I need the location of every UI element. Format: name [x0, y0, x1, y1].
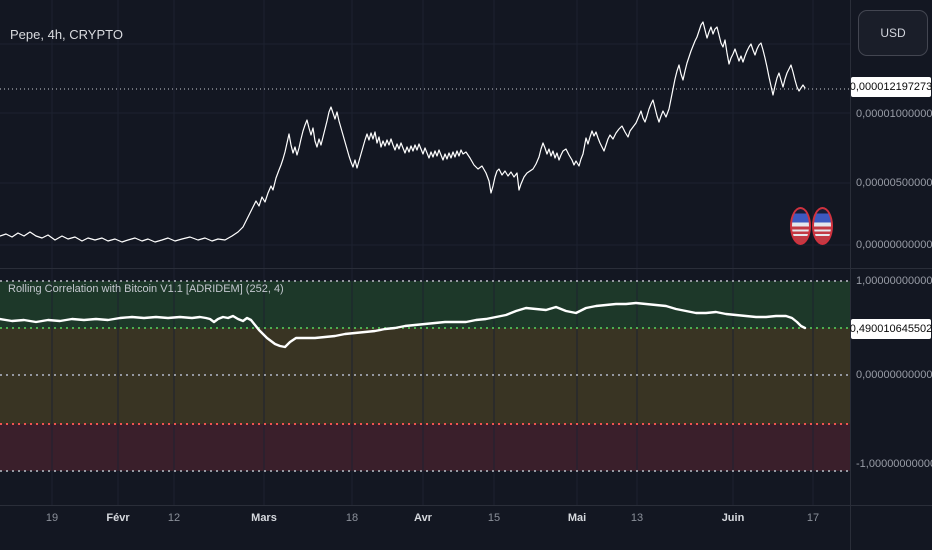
correlation-value-tag: 0,490010645502: [850, 319, 932, 339]
symbol-flag-badge-icon: [812, 207, 833, 245]
symbol-flag-badge-icon: [790, 207, 811, 245]
x-axis-tick: Févr: [106, 512, 130, 524]
currency-toggle-button[interactable]: USD: [858, 10, 928, 56]
y-axis-tick: 0,000000000000: [856, 369, 932, 381]
pane-divider[interactable]: [0, 268, 932, 269]
x-axis-tick: 19: [45, 512, 59, 524]
x-axis-tick: Mai: [567, 512, 587, 524]
x-axis-tick: 13: [630, 512, 644, 524]
x-axis-tick: Juin: [721, 512, 745, 524]
time-axis-divider: [0, 505, 932, 506]
x-axis-tick: 18: [345, 512, 359, 524]
price-scale-separator: [850, 0, 851, 550]
last-price-tag: 0,000012197273: [850, 77, 932, 97]
x-axis-tick: Mars: [251, 512, 277, 524]
price-series-line[interactable]: [0, 21, 806, 243]
y-axis-tick: 0,000010000000: [856, 108, 932, 120]
y-axis-tick: -1,000000000000: [856, 458, 932, 470]
y-axis-tick: 1,000000000000: [856, 275, 932, 287]
correlation-series-line[interactable]: [0, 301, 807, 349]
x-axis-tick: 12: [167, 512, 181, 524]
x-axis-tick: 17: [806, 512, 820, 524]
x-axis-tick: Avr: [414, 512, 432, 524]
indicator-band-negative-zone: [0, 424, 850, 471]
indicator-band-positive-zone: [0, 281, 850, 328]
y-axis-tick: 0,000000000000: [856, 239, 932, 251]
indicator-legend[interactable]: Rolling Correlation with Bitcoin V1.1 [A…: [8, 283, 284, 295]
y-axis-tick: 0,000005000000: [856, 177, 932, 189]
symbol-legend[interactable]: Pepe, 4h, CRYPTO: [10, 27, 123, 42]
x-axis-tick: 15: [487, 512, 501, 524]
